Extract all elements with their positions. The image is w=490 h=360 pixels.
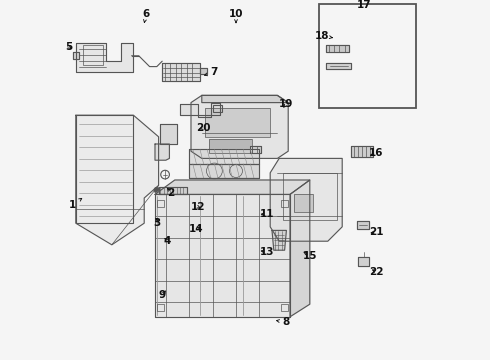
Polygon shape: [155, 194, 290, 317]
Text: 12: 12: [191, 202, 205, 212]
Text: 16: 16: [369, 148, 384, 158]
Polygon shape: [290, 180, 310, 317]
Bar: [283, 173, 337, 220]
Bar: [281, 304, 288, 311]
Text: 5: 5: [65, 42, 72, 52]
Text: 8: 8: [276, 317, 290, 327]
Bar: [213, 105, 221, 112]
Bar: [213, 105, 221, 112]
Text: 17: 17: [357, 0, 371, 10]
Text: 3: 3: [153, 218, 160, 228]
Polygon shape: [326, 63, 351, 69]
Polygon shape: [191, 95, 288, 158]
Circle shape: [154, 187, 160, 193]
Polygon shape: [162, 63, 200, 81]
Polygon shape: [189, 149, 259, 164]
Polygon shape: [160, 124, 176, 144]
Polygon shape: [202, 95, 288, 103]
Polygon shape: [270, 158, 342, 241]
Text: 13: 13: [259, 247, 274, 257]
Text: 10: 10: [229, 9, 243, 23]
Text: 15: 15: [302, 251, 317, 261]
Text: 11: 11: [259, 209, 274, 219]
Bar: [319, 4, 416, 108]
Polygon shape: [76, 43, 133, 72]
Polygon shape: [351, 146, 373, 157]
Bar: [157, 304, 164, 311]
Text: 6: 6: [143, 9, 149, 23]
Polygon shape: [76, 115, 159, 245]
Polygon shape: [358, 257, 369, 266]
Bar: [157, 200, 164, 207]
Text: 21: 21: [369, 227, 384, 237]
Bar: [83, 45, 103, 65]
Text: 14: 14: [189, 224, 204, 234]
Polygon shape: [159, 187, 187, 194]
Polygon shape: [357, 221, 369, 229]
Bar: [209, 139, 252, 153]
Polygon shape: [272, 230, 286, 250]
Text: 19: 19: [279, 99, 294, 109]
Text: 22: 22: [369, 267, 384, 277]
Polygon shape: [180, 103, 220, 117]
Polygon shape: [189, 164, 259, 178]
Polygon shape: [200, 68, 207, 74]
Bar: [294, 194, 314, 212]
Text: 7: 7: [204, 67, 218, 77]
Bar: [209, 139, 252, 153]
Text: 20: 20: [196, 123, 211, 133]
Bar: [205, 108, 270, 137]
Text: 18: 18: [315, 31, 333, 41]
Polygon shape: [326, 45, 349, 52]
Text: 4: 4: [164, 236, 171, 246]
Bar: [281, 200, 288, 207]
Polygon shape: [155, 144, 170, 160]
Polygon shape: [73, 52, 79, 59]
Polygon shape: [250, 146, 261, 153]
Bar: [205, 108, 270, 137]
Text: 9: 9: [159, 290, 166, 300]
Bar: [294, 194, 314, 212]
Text: 2: 2: [168, 188, 175, 198]
Polygon shape: [155, 180, 310, 194]
Text: 1: 1: [69, 198, 82, 210]
